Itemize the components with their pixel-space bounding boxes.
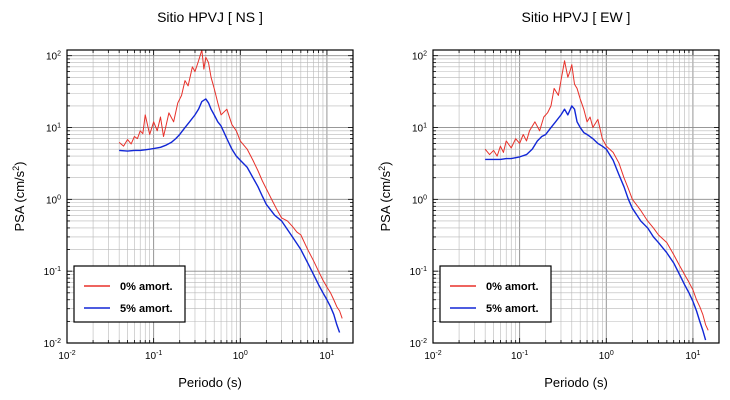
x-axis-label: Periodo (s) bbox=[178, 375, 242, 390]
chart-title: Sitio HPVJ [ EW ] bbox=[522, 9, 631, 25]
y-tick-label: 102 bbox=[46, 51, 61, 63]
y-tick-label: 10-1 bbox=[44, 266, 61, 278]
chart-panel-1: 10-2 10-1 100 101 10-2 10-1 100 101 102 Sitio HPV… bbox=[11, 9, 354, 390]
y-tick-label: 102 bbox=[412, 51, 427, 63]
legend: 0% amort. 5% amort. bbox=[73, 265, 186, 323]
y-tick-label: 101 bbox=[46, 123, 61, 135]
y-tick-label: 100 bbox=[412, 194, 427, 206]
y-tick-label: 10-1 bbox=[410, 266, 427, 278]
series-line-red bbox=[118, 49, 343, 319]
plot-frame bbox=[432, 49, 720, 344]
legend-label: 0% amort. bbox=[120, 281, 173, 293]
legend-label: 5% amort. bbox=[120, 303, 173, 315]
legend-label: 0% amort. bbox=[486, 281, 539, 293]
tick-marks bbox=[66, 50, 354, 344]
plot-frame bbox=[66, 49, 354, 344]
legend-label: 5% amort. bbox=[486, 303, 539, 315]
y-axis-label: PSA (cm/s2) bbox=[11, 161, 27, 231]
y-tick-label: 10-2 bbox=[410, 338, 427, 350]
x-tick-label: 10-1 bbox=[511, 350, 528, 362]
chart-panel-2: 10-2 10-1 100 101 10-2 10-1 100 101 102 Sitio HPV… bbox=[377, 9, 720, 390]
series-line-red bbox=[484, 60, 709, 331]
y-tick-label: 100 bbox=[46, 194, 61, 206]
y-tick-label: 10-2 bbox=[44, 338, 61, 350]
x-tick-label: 10-2 bbox=[424, 350, 441, 362]
legend-box bbox=[73, 265, 186, 323]
legend-box bbox=[439, 265, 552, 323]
chart-title: Sitio HPVJ [ NS ] bbox=[157, 9, 263, 25]
x-tick-label: 10-1 bbox=[145, 350, 162, 362]
x-axis-label: Periodo (s) bbox=[544, 375, 608, 390]
x-tick-label: 10-2 bbox=[58, 350, 75, 362]
y-axis-label: PSA (cm/s2) bbox=[377, 161, 393, 231]
legend: 0% amort. 5% amort. bbox=[439, 265, 552, 323]
series-line-blue bbox=[119, 98, 341, 333]
x-tick-label: 101 bbox=[685, 350, 700, 362]
x-tick-label: 101 bbox=[319, 350, 334, 362]
tick-marks bbox=[432, 50, 720, 344]
x-tick-label: 100 bbox=[599, 350, 614, 362]
series-line-blue bbox=[485, 105, 707, 341]
x-tick-label: 100 bbox=[233, 350, 248, 362]
y-tick-label: 101 bbox=[412, 123, 427, 135]
